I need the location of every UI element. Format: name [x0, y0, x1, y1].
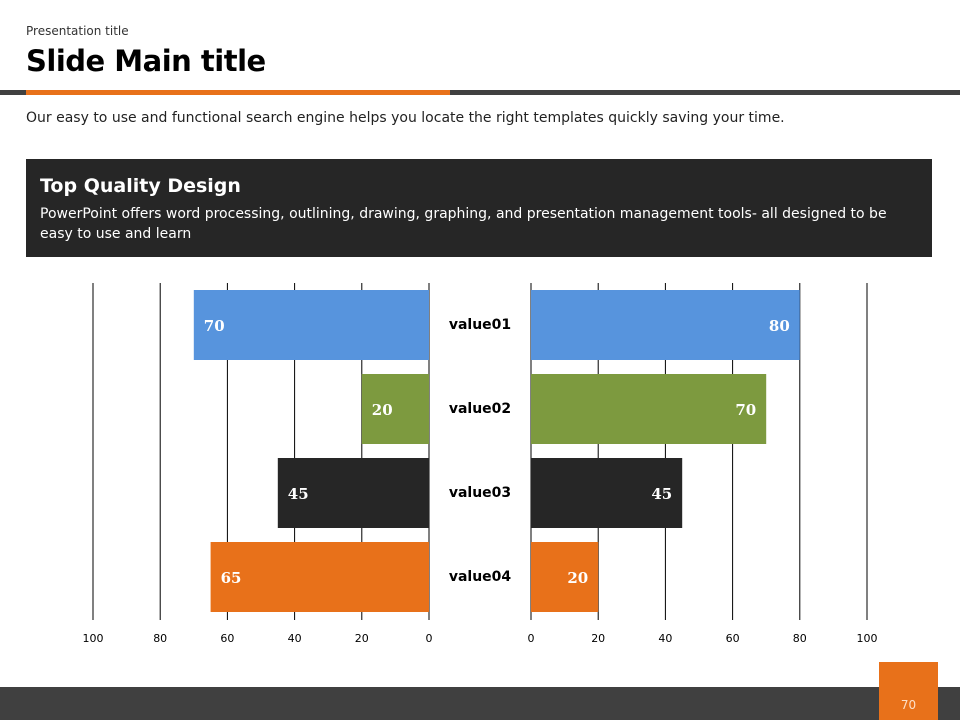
- presentation-title: Presentation title: [26, 24, 129, 38]
- page-number: 70: [900, 698, 917, 712]
- title-divider: [0, 90, 960, 95]
- left-bar-label: 65: [221, 569, 242, 587]
- right-tick-label: 80: [793, 632, 807, 645]
- right-bar: [531, 374, 767, 444]
- left-bar: [277, 458, 429, 528]
- category-label: value04: [449, 569, 512, 585]
- left-tick-label: 100: [83, 632, 104, 645]
- left-bar: [193, 290, 429, 360]
- right-tick-label: 60: [726, 632, 740, 645]
- left-bar-label: 20: [372, 401, 393, 419]
- left-tick-label: 0: [426, 632, 433, 645]
- highlight-box-text: PowerPoint offers word processing, outli…: [40, 206, 887, 242]
- left-bar: [210, 542, 429, 612]
- left-bar-label: 45: [288, 485, 309, 503]
- left-bar: [361, 374, 429, 444]
- right-bar-label: 70: [735, 401, 756, 419]
- left-tick-label: 40: [288, 632, 302, 645]
- right-bar: [531, 290, 800, 360]
- category-label: value02: [449, 401, 511, 417]
- left-bar-label: 70: [204, 317, 225, 335]
- slide-main-title: Slide Main title: [26, 44, 266, 78]
- right-bar: [531, 542, 599, 612]
- left-tick-label: 80: [153, 632, 167, 645]
- highlight-box-title: Top Quality Design: [40, 175, 241, 197]
- highlight-box: Top Quality Design PowerPoint offers wor…: [26, 159, 932, 257]
- right-tick-label: 0: [528, 632, 535, 645]
- right-bar: [531, 458, 683, 528]
- title-accent-bar: [26, 90, 450, 95]
- right-bar-label: 20: [567, 569, 588, 587]
- right-bar-label: 45: [651, 485, 672, 503]
- right-tick-label: 100: [857, 632, 878, 645]
- slide-subtitle: Our easy to use and functional search en…: [26, 110, 785, 126]
- right-tick-label: 40: [658, 632, 672, 645]
- left-tick-label: 60: [220, 632, 234, 645]
- category-label: value01: [449, 317, 511, 333]
- right-tick-label: 20: [591, 632, 605, 645]
- category-label: value03: [449, 485, 511, 501]
- right-bar-label: 80: [769, 317, 790, 335]
- left-tick-label: 20: [355, 632, 369, 645]
- page-number-box: 70: [879, 662, 938, 720]
- footer-bar: [0, 687, 960, 720]
